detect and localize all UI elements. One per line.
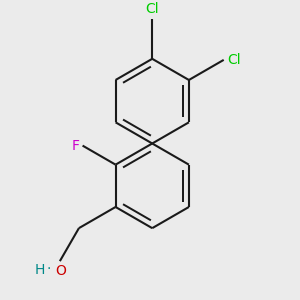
Text: Cl: Cl — [227, 53, 241, 67]
Text: H: H — [34, 263, 45, 277]
Text: Cl: Cl — [146, 2, 159, 16]
Text: ·: · — [46, 262, 51, 276]
Text: O: O — [56, 265, 66, 278]
Text: F: F — [71, 139, 79, 153]
